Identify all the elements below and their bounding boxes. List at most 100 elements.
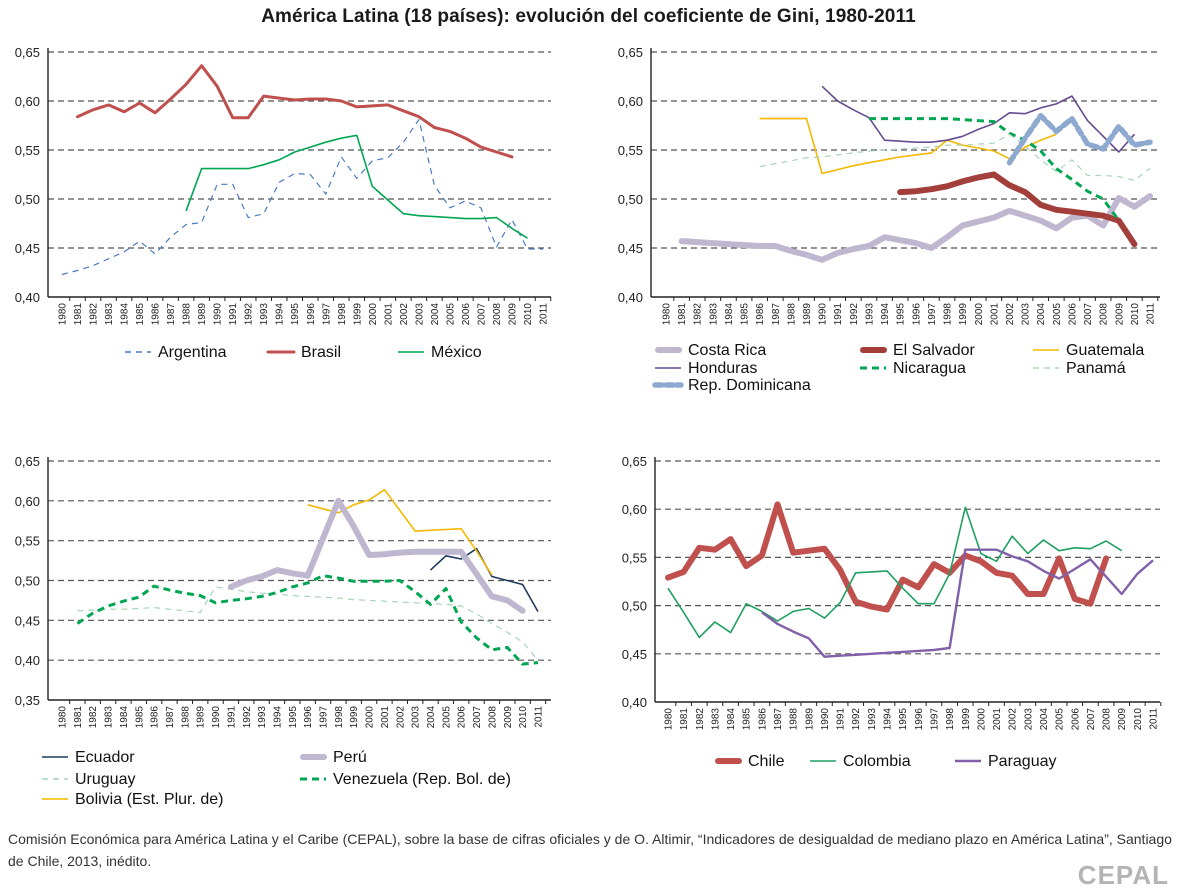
x-tick-label: 1982 bbox=[693, 303, 704, 326]
x-tick-label: 1987 bbox=[165, 706, 176, 729]
x-tick-label: 1997 bbox=[321, 303, 332, 326]
y-tick-label: 0,60 bbox=[15, 94, 40, 109]
x-tick-label: 2001 bbox=[989, 303, 1000, 326]
x-tick-label: 1991 bbox=[836, 708, 847, 731]
x-tick-label: 1980 bbox=[58, 303, 69, 326]
x-tick-label: 2007 bbox=[472, 706, 483, 729]
legend-item: Perú bbox=[300, 749, 367, 766]
y-tick-label: 0,50 bbox=[618, 192, 643, 207]
x-tick-label: 2007 bbox=[1086, 708, 1097, 731]
x-tick-label: 2001 bbox=[992, 708, 1003, 731]
x-tick-label: 1997 bbox=[929, 708, 940, 731]
x-tick-label: 2000 bbox=[368, 303, 379, 326]
x-tick-label: 1988 bbox=[789, 708, 800, 731]
series-line-venezuela-rep-bol-de- bbox=[76, 574, 539, 666]
legend-item: Chile bbox=[715, 753, 785, 770]
x-tick-label: 2002 bbox=[399, 303, 410, 326]
legend-label: Costa Rica bbox=[688, 342, 766, 359]
y-tick-label: 0,50 bbox=[15, 192, 40, 207]
legend-item: El Salvador bbox=[860, 342, 975, 359]
series-line-honduras bbox=[821, 85, 1136, 153]
y-tick-label: 0,45 bbox=[622, 647, 647, 662]
legend-item: Argentina bbox=[125, 344, 227, 361]
legend-item: Uruguay bbox=[42, 771, 135, 788]
x-tick-label: 2011 bbox=[539, 303, 550, 325]
x-tick-label: 1982 bbox=[695, 708, 706, 731]
x-tick-label: 2010 bbox=[1130, 303, 1141, 326]
x-tick-label: 2009 bbox=[1114, 303, 1125, 326]
x-tick-label: 1990 bbox=[211, 706, 222, 729]
series-line-el-salvador bbox=[897, 171, 1138, 248]
y-tick-label: 0,55 bbox=[15, 143, 40, 158]
x-tick-label: 1981 bbox=[677, 303, 688, 326]
y-tick-label: 0,65 bbox=[618, 45, 643, 60]
x-tick-label: 2008 bbox=[1099, 303, 1110, 326]
cepal-logo: CEPAL bbox=[1077, 860, 1169, 890]
x-tick-label: 2008 bbox=[492, 303, 503, 326]
x-tick-label: 1986 bbox=[150, 706, 161, 729]
legend-item: Honduras bbox=[655, 360, 757, 377]
x-tick-label: 1996 bbox=[911, 303, 922, 326]
legend-label: Panamá bbox=[1066, 360, 1126, 377]
x-tick-label: 1995 bbox=[290, 303, 301, 326]
x-tick-label: 1999 bbox=[352, 303, 363, 326]
x-tick-label: 2005 bbox=[1052, 303, 1063, 326]
x-tick-label: 1980 bbox=[662, 303, 673, 326]
y-tick-label: 0,60 bbox=[618, 94, 643, 109]
x-tick-label: 2000 bbox=[365, 706, 376, 729]
x-tick-label: 1997 bbox=[319, 706, 330, 729]
y-tick-label: 0,55 bbox=[15, 534, 40, 549]
x-tick-label: 2000 bbox=[974, 303, 985, 326]
y-tick-label: 0,60 bbox=[622, 502, 647, 517]
x-tick-label: 1995 bbox=[898, 708, 909, 731]
series-line-costa-rica bbox=[678, 193, 1153, 263]
legend-item: Panamá bbox=[1033, 360, 1126, 377]
x-tick-label: 1984 bbox=[724, 303, 735, 326]
x-tick-label: 1998 bbox=[334, 706, 345, 729]
x-tick-label: 2006 bbox=[457, 706, 468, 729]
x-tick-label: 1990 bbox=[820, 708, 831, 731]
x-tick-label: 2011 bbox=[1146, 303, 1157, 325]
x-tick-label: 1990 bbox=[213, 303, 224, 326]
x-tick-label: 1989 bbox=[804, 708, 815, 731]
x-tick-label: 2006 bbox=[461, 303, 472, 326]
legend-label: Perú bbox=[333, 749, 367, 766]
x-tick-label: 2005 bbox=[1055, 708, 1066, 731]
x-tick-label: 1988 bbox=[786, 303, 797, 326]
x-tick-label: 2008 bbox=[487, 706, 498, 729]
x-tick-label: 1991 bbox=[228, 303, 239, 326]
x-tick-label: 1992 bbox=[849, 303, 860, 326]
legend-label: Uruguay bbox=[75, 771, 135, 788]
series-line-brasil bbox=[76, 64, 514, 159]
x-tick-label: 1989 bbox=[196, 706, 207, 729]
x-tick-label: 1995 bbox=[896, 303, 907, 326]
x-tick-label: 2005 bbox=[441, 706, 452, 729]
source-note: Comisión Económica para América Latina y… bbox=[8, 831, 1172, 869]
legend-label: Brasil bbox=[301, 344, 341, 361]
x-tick-label: 1983 bbox=[104, 706, 115, 729]
y-tick-label: 0,40 bbox=[15, 653, 40, 668]
x-tick-label: 1993 bbox=[864, 303, 875, 326]
x-tick-label: 2003 bbox=[414, 303, 425, 326]
x-tick-label: 2009 bbox=[507, 303, 518, 326]
legend-label: México bbox=[431, 344, 482, 361]
x-tick-label: 1986 bbox=[151, 303, 162, 326]
x-tick-label: 1981 bbox=[679, 708, 690, 731]
y-tick-label: 0,40 bbox=[15, 290, 40, 305]
x-tick-label: 1987 bbox=[166, 303, 177, 326]
y-tick-label: 0,45 bbox=[15, 613, 40, 628]
y-tick-label: 0,40 bbox=[618, 290, 643, 305]
x-tick-label: 1980 bbox=[58, 706, 69, 729]
y-tick-label: 0,40 bbox=[622, 695, 647, 710]
x-tick-label: 2011 bbox=[534, 706, 545, 728]
x-tick-label: 1998 bbox=[337, 303, 348, 326]
x-tick-label: 1999 bbox=[958, 303, 969, 326]
x-tick-label: 2008 bbox=[1102, 708, 1113, 731]
y-tick-label: 0,45 bbox=[15, 241, 40, 256]
legend-label: El Salvador bbox=[893, 342, 975, 359]
x-tick-label: 2000 bbox=[976, 708, 987, 731]
x-tick-label: 1994 bbox=[275, 303, 286, 326]
x-tick-label: 1983 bbox=[708, 303, 719, 326]
legend-item: Guatemala bbox=[1033, 342, 1144, 359]
x-tick-label: 1997 bbox=[927, 303, 938, 326]
